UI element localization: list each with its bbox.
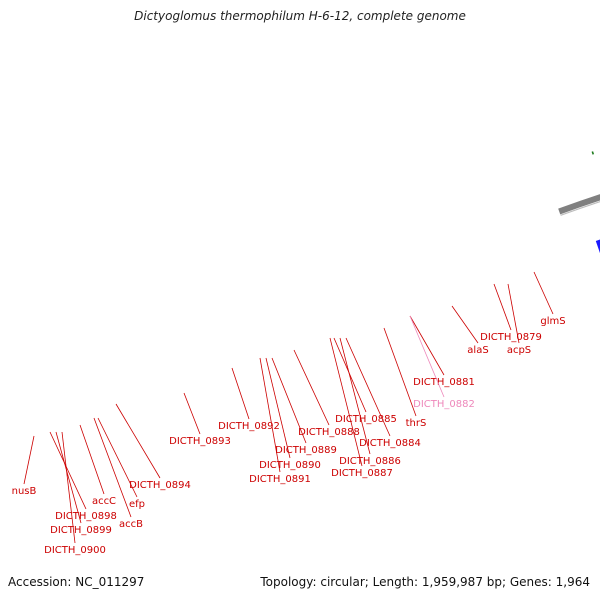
gene-label: DICTH_0885	[335, 414, 397, 425]
gene-label: efp	[129, 499, 145, 510]
gene-label: nusB	[12, 486, 37, 497]
label-leader-line	[61, 431, 76, 544]
label-leader-line	[493, 283, 512, 331]
gene-label: DICTH_0889	[275, 445, 337, 456]
gene-label: DICTH_0887	[331, 468, 393, 479]
gene-label: acpS	[507, 345, 531, 356]
minor-tick	[591, 151, 595, 155]
backbone-shade	[560, 201, 600, 216]
gene-label: accC	[92, 496, 116, 507]
gene-label: DICTH_0879	[480, 332, 542, 343]
gene-label: glmS	[540, 316, 565, 327]
label-leader-line	[93, 417, 132, 518]
label-leader-line	[55, 431, 82, 524]
label-leader-line	[97, 417, 138, 498]
gene-label: DICTH_0892	[218, 421, 280, 432]
label-leader-line	[333, 337, 367, 413]
gene-label: alaS	[467, 345, 488, 356]
genome-summary-text: Topology: circular; Length: 1,959,987 bp…	[260, 575, 590, 589]
genome-backbone	[558, 194, 600, 215]
label-leader-line	[183, 392, 201, 435]
label-leader-line	[49, 431, 87, 510]
gene-label: DICTH_0881	[413, 377, 475, 388]
label-leader-line	[265, 357, 291, 459]
gene-label: thrS	[406, 418, 427, 429]
label-leader-line	[383, 327, 417, 417]
gene-label: DICTH_0899	[50, 525, 112, 536]
gene-block-reverse	[595, 239, 600, 254]
label-leader-line	[507, 283, 520, 344]
label-leader-line	[329, 337, 363, 467]
label-leader-line	[231, 367, 250, 420]
accession-text: Accession: NC_011297	[8, 575, 145, 589]
label-leader-line	[79, 424, 105, 495]
label-leader-line	[533, 271, 554, 315]
label-leader-line	[271, 357, 307, 444]
gene-label: DICTH_0890	[259, 460, 321, 471]
ruler: 870 kbp875 kbp880 kbp885 kbp890 kbp	[591, 151, 595, 155]
label-leader-line	[23, 435, 35, 485]
gene-label: DICTH_0900	[44, 545, 106, 556]
gene-label: DICTH_0888	[298, 427, 360, 438]
reverse-strand-track	[595, 239, 600, 254]
label-leader-line	[409, 315, 445, 398]
figure-title: Dictyoglomus thermophilum H-6-12, comple…	[134, 9, 466, 23]
label-leader-line	[409, 315, 445, 376]
label-leader-line	[259, 357, 281, 473]
gene-label: DICTH_0891	[249, 474, 311, 485]
gene-label-layer: nusB DICTH_0898 DICTH_0899 DICTH_0900 accC ef…	[12, 271, 566, 556]
gene-label: DICTH_0886	[339, 456, 401, 467]
gene-label: DICTH_0884	[359, 438, 421, 449]
label-leader-line	[339, 337, 371, 455]
label-leader-line	[451, 305, 479, 344]
gene-label: DICTH_0894	[129, 480, 191, 491]
gene-label: accB	[119, 519, 143, 530]
label-leader-line	[293, 349, 330, 426]
gene-label: DICTH_0893	[169, 436, 231, 447]
gene-label: DICTH_0898	[55, 511, 117, 522]
label-leader-line	[345, 337, 391, 437]
gene-label: DICTH_0882	[413, 399, 475, 410]
label-leader-line	[115, 403, 161, 479]
